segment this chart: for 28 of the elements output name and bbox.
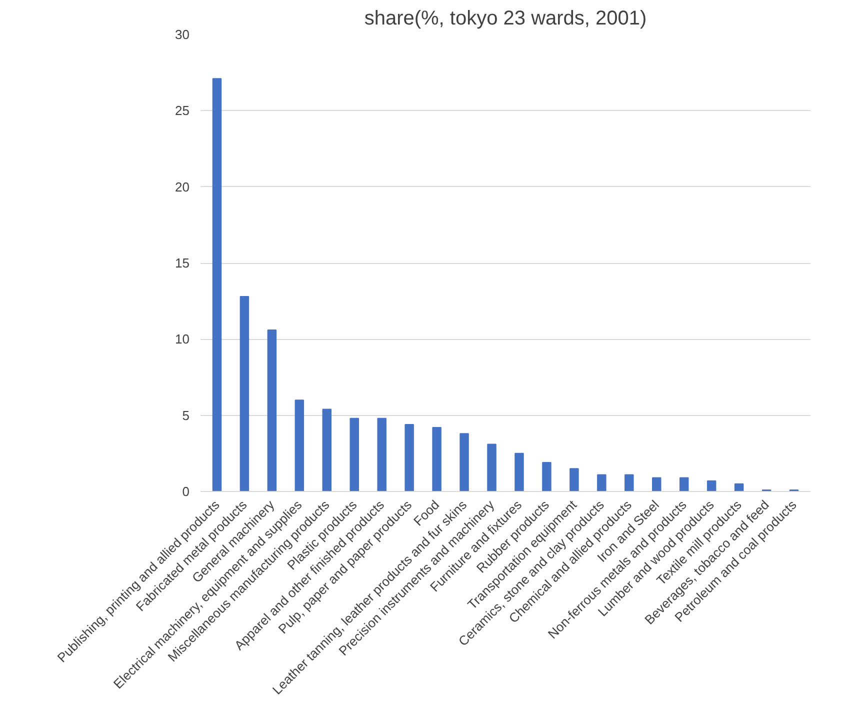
bar bbox=[294, 400, 304, 492]
y-tick-label: 20 bbox=[175, 179, 190, 194]
bar bbox=[652, 477, 662, 492]
bar bbox=[212, 78, 222, 492]
bar bbox=[679, 477, 689, 492]
bar bbox=[404, 424, 414, 492]
bar bbox=[624, 474, 634, 492]
y-tick-label: 15 bbox=[175, 256, 190, 270]
y-tick-label: 0 bbox=[182, 484, 190, 499]
bar bbox=[322, 408, 332, 492]
y-tick-label: 5 bbox=[182, 408, 190, 423]
chart-title: share(%, tokyo 23 wards, 2001) bbox=[364, 8, 647, 30]
y-tick-label: 25 bbox=[175, 103, 190, 118]
bar bbox=[487, 444, 496, 492]
bar bbox=[514, 452, 524, 492]
bar bbox=[542, 462, 552, 492]
y-tick-label: 30 bbox=[175, 27, 190, 42]
y-tick-label: 10 bbox=[175, 332, 190, 347]
bar bbox=[432, 427, 442, 492]
bar bbox=[706, 480, 716, 492]
bar bbox=[240, 296, 250, 492]
bar bbox=[597, 474, 606, 492]
bar bbox=[377, 418, 386, 492]
bar bbox=[350, 418, 359, 492]
bar bbox=[267, 330, 277, 492]
bar bbox=[570, 468, 579, 492]
bar bbox=[734, 483, 744, 492]
bar bbox=[460, 433, 469, 492]
